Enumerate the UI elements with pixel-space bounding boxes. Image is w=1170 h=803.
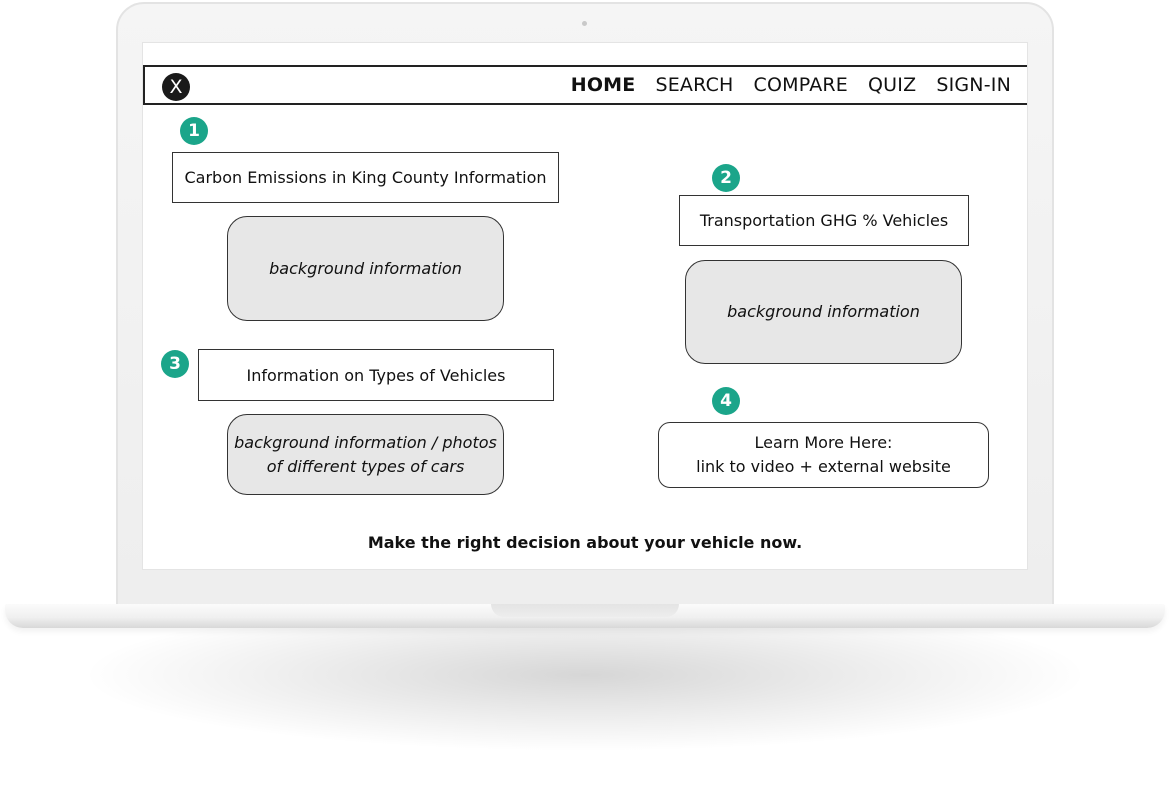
section-1-title: Carbon Emissions in King County Informat…	[172, 152, 559, 203]
learn-more-line2: link to video + external website	[696, 457, 951, 476]
learn-more-link[interactable]: Learn More Here: link to video + externa…	[658, 422, 989, 488]
section-3-title: Information on Types of Vehicles	[198, 349, 554, 401]
camera-icon	[582, 21, 587, 26]
section-1-info-text: background information	[269, 258, 462, 278]
section-2-title: Transportation GHG % Vehicles	[679, 195, 969, 246]
nav-search[interactable]: SEARCH	[655, 74, 734, 96]
section-1-badge: 1	[180, 117, 208, 145]
logo-icon[interactable]: X	[162, 73, 190, 101]
top-nav: X HOME SEARCH COMPARE QUIZ SIGN-IN	[143, 65, 1027, 105]
nav-sign-in[interactable]: SIGN-IN	[936, 74, 1011, 96]
nav-links: HOME SEARCH COMPARE QUIZ SIGN-IN	[571, 67, 1011, 103]
section-3-info-line2: of different types of cars	[266, 456, 465, 476]
section-3-info: background information / photos of diffe…	[227, 414, 504, 495]
section-2-info: background information	[685, 260, 962, 364]
section-2-info-text: background information	[727, 302, 920, 321]
laptop-screen: X HOME SEARCH COMPARE QUIZ SIGN-IN 1 Car…	[142, 42, 1028, 570]
section-1-info: background information	[227, 216, 504, 321]
nav-compare[interactable]: COMPARE	[753, 74, 849, 96]
section-2-badge: 2	[712, 164, 740, 192]
nav-quiz[interactable]: QUIZ	[868, 74, 917, 96]
section-4-badge: 4	[712, 387, 740, 415]
laptop-notch	[491, 604, 679, 617]
learn-more-line1: Learn More Here:	[754, 433, 893, 452]
call-to-action: Make the right decision about your vehic…	[367, 533, 803, 552]
section-3-badge: 3	[161, 350, 189, 378]
nav-home[interactable]: HOME	[570, 74, 636, 96]
section-3-info-line1: background information / photos	[234, 432, 497, 452]
